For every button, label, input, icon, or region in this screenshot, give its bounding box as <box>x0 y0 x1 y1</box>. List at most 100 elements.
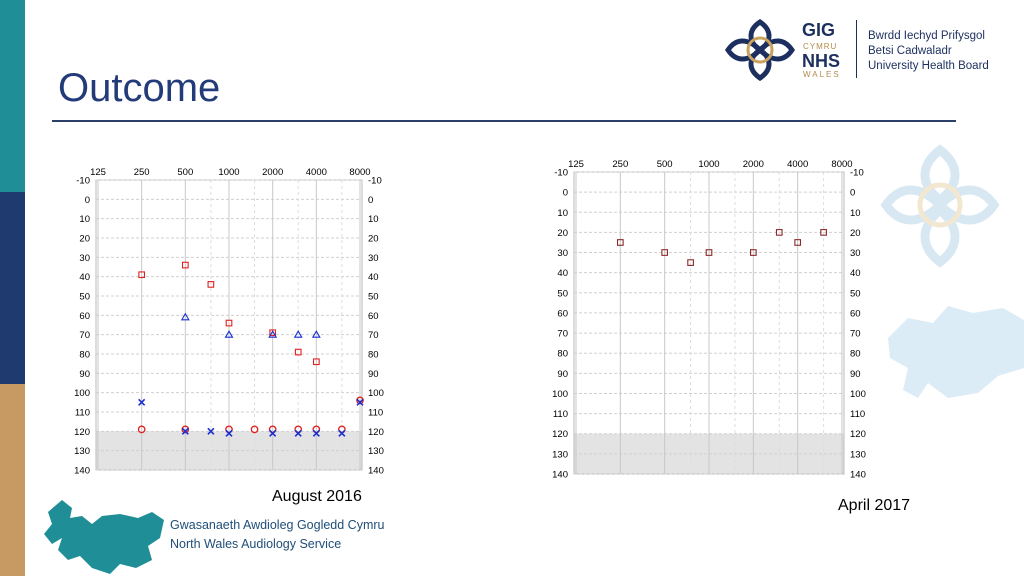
y-tick-label-right: 130 <box>850 449 866 460</box>
y-tick-label: 60 <box>79 311 90 322</box>
logo-line-3: University Health Board <box>868 60 989 72</box>
y-tick-label-right: 110 <box>368 408 383 419</box>
data-point-cross <box>138 398 146 406</box>
y-tick-label-right: 130 <box>368 446 384 457</box>
y-tick-label: 80 <box>557 349 568 360</box>
y-tick-label: 130 <box>552 449 568 460</box>
data-point-triangle <box>224 330 234 338</box>
data-point-square <box>705 249 713 256</box>
accent-bar-teal <box>0 0 25 192</box>
audiogram-august-2016: -10 -10 0 0 10 10 20 20 30 30 40 40 50 50 60 60 70 70 80 80… <box>74 167 384 477</box>
data-point-triangle <box>268 330 278 338</box>
y-tick-label-right: 60 <box>368 311 379 322</box>
data-point-square <box>687 259 694 266</box>
y-tick-label-right: -10 <box>368 176 382 187</box>
y-tick-label: 20 <box>79 234 90 245</box>
y-tick-label: 80 <box>79 350 90 361</box>
y-tick-label-right: 10 <box>368 214 379 225</box>
y-tick-label-right: 40 <box>368 272 379 283</box>
data-point-cross <box>312 429 320 437</box>
y-tick-label: 40 <box>79 272 90 283</box>
y-tick-label: 0 <box>85 195 90 206</box>
y-tick-label: 60 <box>557 308 568 319</box>
y-tick-label-right: 70 <box>850 329 861 340</box>
y-tick-label: 130 <box>74 446 90 457</box>
y-tick-label-right: 0 <box>368 195 373 206</box>
y-tick-label-right: 0 <box>850 188 855 199</box>
y-tick-label-right: 100 <box>850 389 866 400</box>
data-point-cross <box>181 427 189 435</box>
y-tick-label-right: 120 <box>850 429 866 440</box>
accent-bar-tan <box>0 384 25 576</box>
y-tick-label: 100 <box>552 389 568 400</box>
data-point-square <box>794 239 802 246</box>
y-tick-label: 70 <box>79 330 90 341</box>
logo-gig: GIG <box>802 20 836 40</box>
data-point-square <box>775 229 783 236</box>
faded-knot-icon <box>880 144 1000 268</box>
data-point-square <box>749 249 757 256</box>
y-tick-label: -10 <box>76 176 90 187</box>
y-tick-label-right: 20 <box>368 234 379 245</box>
logo-line-2: Betsi Cadwaladr <box>868 45 952 57</box>
y-tick-label-right: 40 <box>850 268 861 279</box>
y-tick-label: 100 <box>74 388 90 399</box>
x-tick-label: 500 <box>657 159 673 170</box>
data-point-square <box>294 348 302 356</box>
y-tick-label-right: 10 <box>850 208 861 219</box>
y-tick-label: -10 <box>554 168 568 179</box>
y-tick-label: 40 <box>557 268 568 279</box>
y-tick-label: 50 <box>79 292 90 303</box>
data-point-square <box>661 249 669 256</box>
north-wales-map-icon <box>44 500 164 574</box>
y-tick-label-right: 120 <box>368 427 384 438</box>
data-point-cross <box>294 429 302 437</box>
y-tick-label-right: 110 <box>850 409 865 420</box>
faded-map-icon <box>888 306 1024 398</box>
x-tick-label: 125 <box>90 167 106 178</box>
x-tick-label: 500 <box>177 167 193 178</box>
data-point-square <box>225 319 233 327</box>
logo-nhs: NHS <box>802 51 841 71</box>
y-tick-label-right: 90 <box>368 369 379 380</box>
data-point-square <box>820 229 827 236</box>
footer-service-english: North Wales Audiology Service <box>170 537 342 551</box>
data-point-triangle <box>293 330 303 338</box>
logo-wales: WALES <box>803 70 841 79</box>
y-tick-label: 30 <box>79 253 90 264</box>
data-point-cross <box>207 427 215 435</box>
title-divider <box>52 120 956 122</box>
y-tick-label-right: 50 <box>368 292 379 303</box>
y-tick-label-right: 90 <box>850 369 861 380</box>
y-tick-label-right: 70 <box>368 330 379 341</box>
celtic-knot-logo-icon <box>724 18 796 82</box>
y-tick-label: 110 <box>75 408 90 419</box>
data-point-square <box>207 281 215 288</box>
caption-april-2017: April 2017 <box>838 497 911 514</box>
data-point-circle <box>250 425 259 434</box>
y-tick-label-right: 50 <box>850 288 861 299</box>
logo-line-1: Bwrdd Iechyd Prifysgol <box>868 30 985 42</box>
x-tick-label: 2000 <box>743 159 764 170</box>
data-point-circle <box>356 396 364 405</box>
y-tick-label-right: 60 <box>850 308 861 319</box>
y-tick-label: 120 <box>552 429 568 440</box>
data-point-circle <box>137 425 146 434</box>
data-point-square <box>616 239 624 246</box>
y-tick-label: 140 <box>74 466 90 477</box>
data-point-triangle <box>180 312 190 321</box>
y-tick-label: 120 <box>74 427 90 438</box>
x-tick-label: 2000 <box>262 167 283 178</box>
y-tick-label: 90 <box>557 369 568 380</box>
data-point-square <box>269 329 277 337</box>
y-tick-label: 30 <box>557 248 568 259</box>
x-tick-label: 4000 <box>306 167 327 178</box>
x-tick-label: 8000 <box>831 159 852 170</box>
y-tick-label-right: 20 <box>850 228 861 239</box>
y-tick-label: 10 <box>557 208 568 219</box>
data-point-cross <box>338 429 346 437</box>
y-tick-label: 50 <box>557 288 568 299</box>
x-tick-label: 8000 <box>349 167 370 178</box>
y-tick-label-right: 30 <box>368 253 379 264</box>
y-tick-label-right: 30 <box>850 248 861 259</box>
